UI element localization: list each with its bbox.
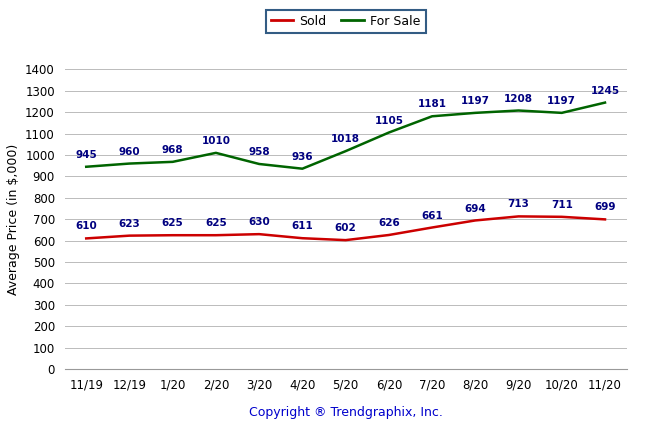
Text: 1105: 1105 (374, 115, 403, 125)
Text: 630: 630 (248, 217, 270, 227)
Text: 1018: 1018 (331, 134, 360, 144)
Text: 625: 625 (205, 218, 227, 228)
Y-axis label: Average Price (in $,000): Average Price (in $,000) (6, 144, 19, 295)
Text: 1208: 1208 (504, 94, 533, 104)
Text: 1197: 1197 (547, 96, 576, 106)
Text: 968: 968 (162, 145, 183, 155)
Text: 945: 945 (76, 150, 97, 160)
Text: 1181: 1181 (417, 99, 446, 109)
Text: 611: 611 (291, 221, 313, 231)
Text: 694: 694 (464, 204, 486, 214)
Text: 661: 661 (421, 210, 443, 220)
Text: 623: 623 (119, 219, 140, 229)
Text: 1010: 1010 (202, 136, 231, 146)
Text: 699: 699 (594, 202, 616, 212)
Text: 1245: 1245 (590, 85, 620, 95)
Text: 1197: 1197 (461, 96, 490, 106)
Text: 936: 936 (291, 152, 313, 162)
X-axis label: Copyright ® Trendgraphix, Inc.: Copyright ® Trendgraphix, Inc. (249, 405, 443, 418)
Text: 610: 610 (76, 221, 97, 231)
Text: 602: 602 (335, 223, 357, 233)
Text: 626: 626 (378, 218, 400, 228)
Text: 625: 625 (162, 218, 183, 228)
Text: 958: 958 (248, 147, 270, 157)
Text: 960: 960 (119, 147, 140, 157)
Legend: Sold, For Sale: Sold, For Sale (266, 10, 426, 33)
Text: 711: 711 (551, 200, 573, 210)
Text: 713: 713 (508, 200, 530, 210)
